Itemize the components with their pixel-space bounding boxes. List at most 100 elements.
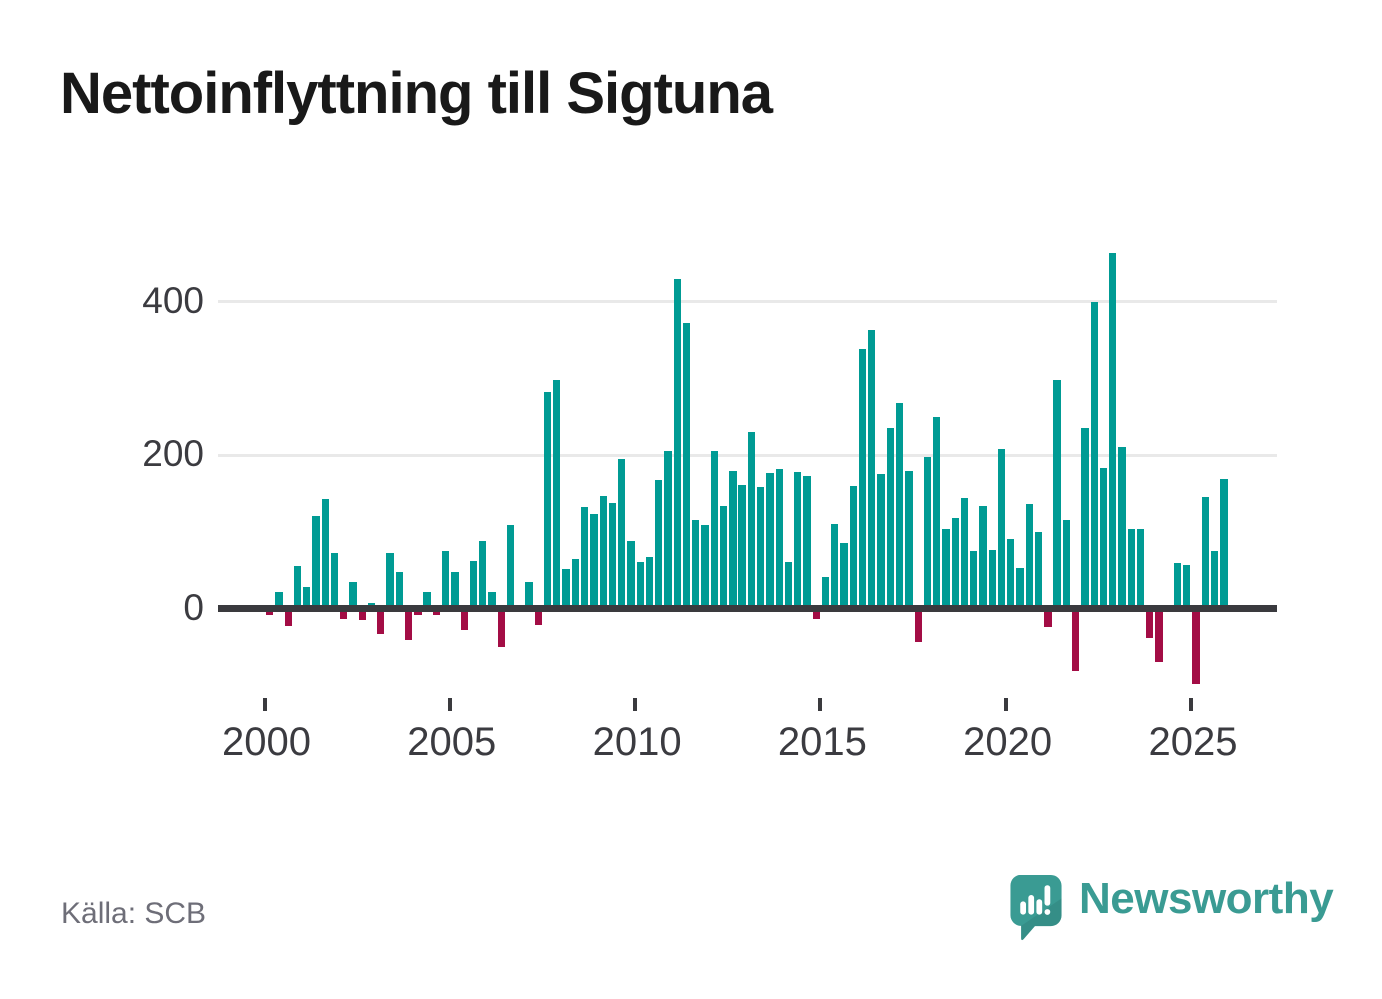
bar-negative: [497, 608, 505, 647]
bar-positive: [784, 561, 793, 609]
y-axis-label: 400: [142, 279, 204, 321]
x-axis-tick: [1003, 698, 1008, 711]
gridline-400: [218, 300, 1277, 303]
x-axis-tick: [1188, 698, 1193, 711]
bar-positive: [1090, 301, 1098, 609]
bar-positive: [627, 541, 635, 609]
bar-positive: [451, 571, 459, 609]
y-axis-label: 0: [183, 586, 204, 628]
bar-positive: [849, 485, 857, 609]
x-axis-label: 2025: [1148, 720, 1238, 764]
bar-positive: [1220, 478, 1228, 609]
bar-positive: [562, 569, 570, 609]
bar-positive: [794, 471, 802, 609]
gridline-200: [218, 453, 1277, 457]
bar-positive: [1025, 504, 1033, 609]
bar-positive: [757, 486, 765, 609]
bar-positive: [1007, 539, 1015, 609]
x-axis-tick: [633, 698, 638, 711]
bar-positive: [590, 514, 598, 609]
bar-positive: [1081, 428, 1089, 609]
bar-negative: [1146, 608, 1154, 639]
bar-positive: [395, 572, 403, 609]
bar-positive: [840, 542, 848, 609]
y-axis-label: 200: [142, 433, 204, 475]
bar-positive: [868, 329, 876, 609]
bar-positive: [275, 592, 283, 609]
zero-axis-line: [218, 605, 1277, 612]
bar-negative: [284, 608, 292, 627]
bar-positive: [303, 587, 311, 609]
bar-positive: [682, 323, 691, 609]
x-axis-label: 2005: [407, 720, 497, 764]
bar-negative: [358, 608, 366, 620]
bar-negative: [534, 608, 542, 625]
bar-positive: [1201, 497, 1210, 609]
bar-positive: [766, 472, 774, 609]
bar-positive: [923, 456, 932, 609]
bar-positive: [821, 577, 830, 609]
bar-positive: [933, 417, 941, 609]
bar-positive: [580, 507, 589, 609]
bar-positive: [636, 561, 644, 609]
bar-positive: [719, 506, 728, 609]
newsworthy-speech-bubble-chart-icon: [1010, 875, 1062, 941]
bar-positive: [858, 349, 867, 609]
bar-positive: [645, 557, 654, 609]
bar-positive: [979, 506, 987, 609]
bar-positive: [886, 428, 895, 609]
bar-positive: [905, 471, 913, 609]
newsworthy-wordmark: Newsworthy: [1079, 874, 1334, 923]
bar-positive: [775, 468, 783, 609]
bar-positive: [321, 498, 329, 609]
bar-positive: [608, 502, 617, 609]
bar-positive: [1016, 567, 1024, 609]
x-axis-tick: [447, 698, 452, 711]
bar-positive: [1118, 446, 1126, 609]
bar-positive: [1099, 468, 1108, 609]
bar-positive: [1109, 253, 1117, 609]
bar-positive: [1127, 528, 1135, 609]
x-axis-label: 2020: [963, 720, 1053, 764]
x-axis-label: 2010: [592, 720, 682, 764]
bar-negative: [460, 608, 468, 630]
bar-positive: [506, 524, 515, 609]
bar-positive: [1136, 529, 1145, 609]
bar-positive: [831, 524, 839, 609]
bar-positive: [571, 559, 580, 609]
bar-positive: [543, 392, 552, 609]
bar-positive: [960, 498, 969, 609]
bar-positive: [618, 458, 626, 609]
bar-positive: [488, 592, 496, 609]
bar-negative: [812, 608, 820, 619]
bar-negative: [1072, 608, 1080, 672]
bar-positive: [479, 541, 487, 609]
bar-positive: [1173, 562, 1182, 609]
newsworthy-logo: Newsworthy: [1010, 874, 1334, 941]
x-axis-tick: [818, 698, 823, 711]
bar-positive: [1183, 564, 1191, 609]
bar-positive: [599, 496, 607, 609]
bar-positive: [803, 475, 811, 609]
bar-positive: [312, 516, 320, 609]
bar-positive: [747, 432, 756, 609]
bar-positive: [729, 471, 737, 609]
bar-negative: [340, 608, 348, 619]
bar-positive: [997, 448, 1006, 609]
bar-positive: [710, 451, 718, 609]
bar-negative: [377, 608, 385, 634]
bar-positive: [553, 379, 561, 609]
bar-positive: [1034, 531, 1043, 609]
bar-positive: [673, 278, 681, 609]
chart-title: Nettoinflyttning till Sigtuna: [60, 61, 773, 126]
bar-positive: [738, 484, 746, 609]
bar-negative: [1155, 608, 1163, 662]
bar-positive: [293, 566, 302, 609]
bar-positive: [525, 582, 533, 609]
bar-negative: [914, 608, 922, 643]
bar-negative: [404, 608, 413, 640]
bar-positive: [692, 519, 700, 609]
bar-negative: [1192, 608, 1200, 684]
